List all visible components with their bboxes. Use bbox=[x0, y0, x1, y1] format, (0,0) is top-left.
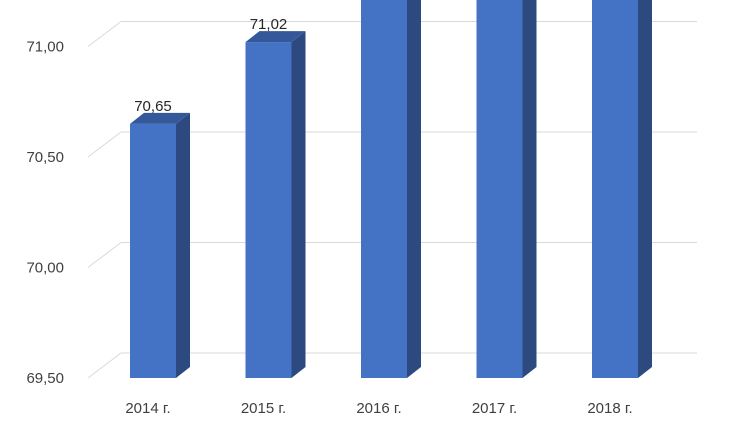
bar-front bbox=[245, 42, 292, 378]
bar-front bbox=[130, 123, 176, 378]
x-tick-label: 2015 г. bbox=[241, 400, 286, 417]
y-tick-label: 70,50 bbox=[26, 149, 64, 166]
x-tick-label: 2017 г. bbox=[472, 400, 517, 417]
x-axis: 2014 г. 2015 г. 2016 г. 2017 г. 2018 г. bbox=[125, 400, 632, 417]
bar bbox=[245, 31, 306, 379]
x-tick-label: 2016 г. bbox=[356, 400, 401, 417]
bar-front bbox=[476, 0, 523, 379]
y-tick-label: 69,50 bbox=[26, 370, 64, 387]
bars bbox=[130, 0, 652, 379]
bar-side bbox=[407, 0, 421, 378]
bar-top bbox=[245, 31, 306, 43]
y-tick-label: 70,00 bbox=[26, 260, 64, 277]
y-tick-label: 71,00 bbox=[26, 39, 64, 56]
bar-front bbox=[592, 0, 638, 378]
x-tick-label: 2014 г. bbox=[125, 400, 170, 417]
bar bbox=[592, 0, 652, 378]
bar bbox=[476, 0, 537, 379]
bar bbox=[361, 0, 421, 378]
bar-side bbox=[291, 31, 306, 379]
bar-side bbox=[638, 0, 652, 378]
data-label: 71,02 bbox=[250, 16, 288, 33]
bar-top bbox=[130, 112, 190, 124]
data-label: 70,65 bbox=[134, 98, 172, 115]
bar bbox=[130, 112, 190, 378]
x-tick-label: 2018 г. bbox=[587, 400, 632, 417]
bar-front bbox=[361, 0, 407, 378]
bar-side bbox=[176, 112, 190, 378]
bar-side bbox=[522, 0, 537, 378]
